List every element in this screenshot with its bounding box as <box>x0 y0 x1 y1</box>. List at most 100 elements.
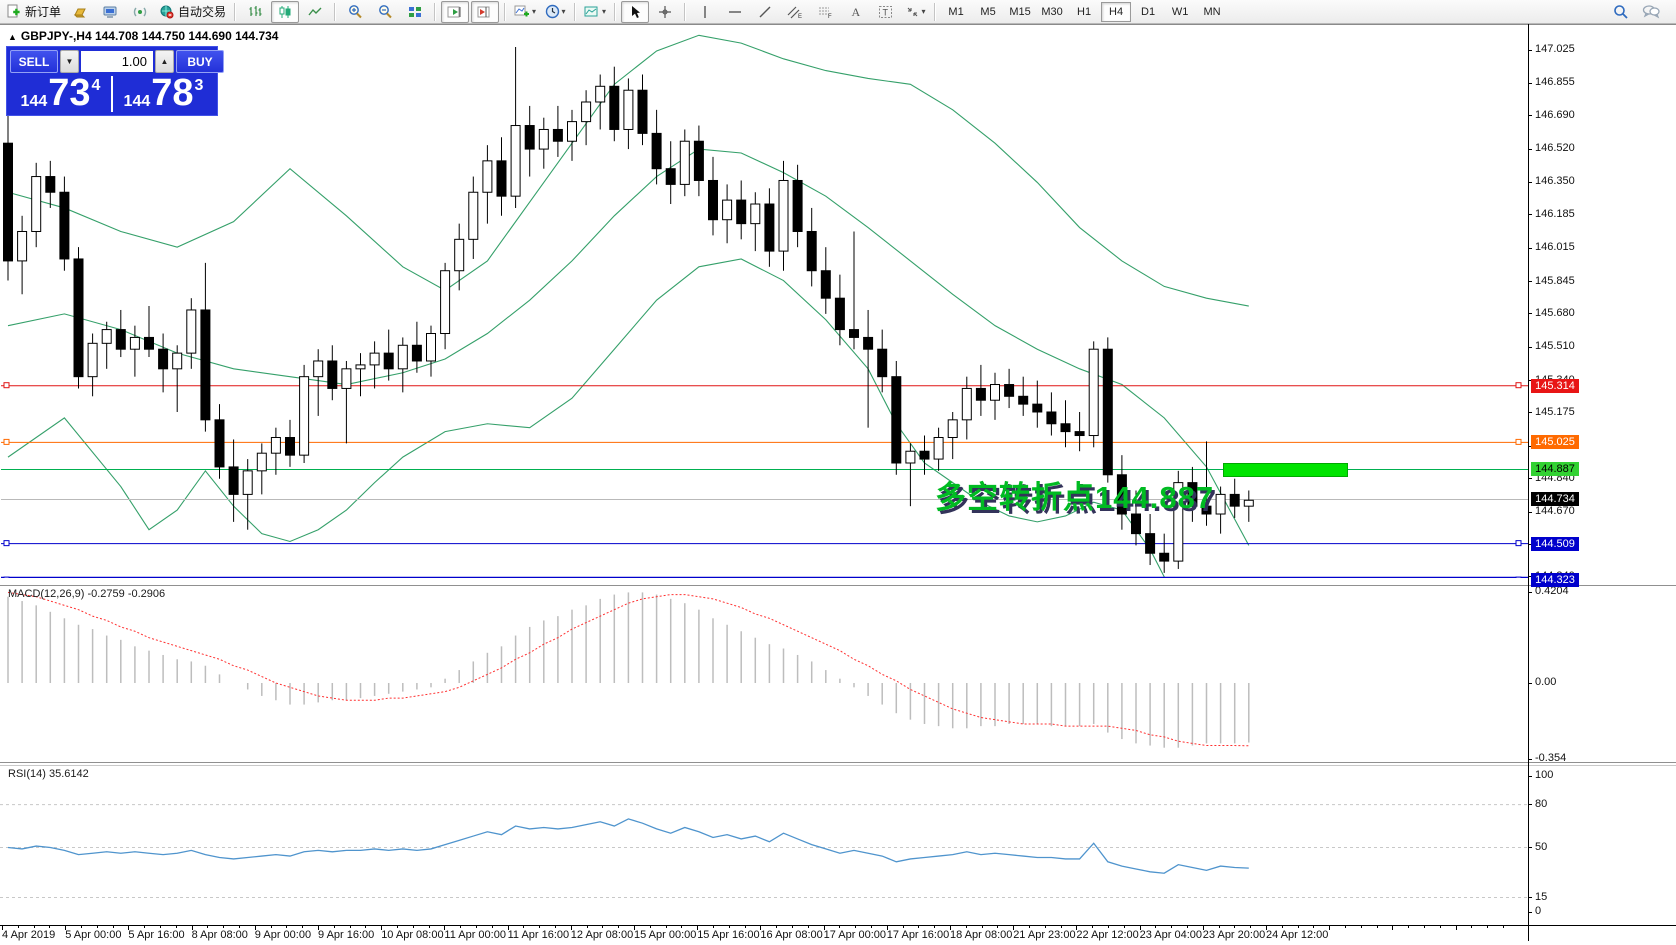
timeframe-h1-button[interactable]: H1 <box>1077 5 1092 18</box>
equidistant-channel-tool-button[interactable]: E <box>781 1 809 23</box>
buy-price-sup: 3 <box>194 77 204 94</box>
tile-windows-icon <box>409 6 422 17</box>
terminal-screen-button[interactable] <box>96 1 124 23</box>
chart-shift-icon <box>477 6 490 17</box>
time-label: 16 Apr 08:00 <box>760 929 823 941</box>
time-tick-mark <box>1108 926 1109 928</box>
new-order-button[interactable]: 新订单 <box>3 1 64 23</box>
candle-body <box>1046 411 1057 425</box>
candle-body <box>1201 505 1212 515</box>
price-level-label[interactable]: 144.887 <box>1531 462 1579 477</box>
timeframe-mn-button[interactable]: MN <box>1203 5 1221 18</box>
price-level-label[interactable]: 145.025 <box>1531 435 1579 450</box>
zoom-in-button[interactable] <box>341 1 369 23</box>
candle-body <box>45 176 56 193</box>
price-level-label[interactable]: 144.734 <box>1531 492 1579 507</box>
time-label: 9 Apr 00:00 <box>254 929 312 941</box>
time-tick-mark <box>333 926 335 928</box>
timeframe-m30-button[interactable]: M30 <box>1041 5 1063 18</box>
autotrading-button[interactable]: 自动交易 <box>156 1 229 23</box>
candle-body <box>200 309 211 421</box>
time-tick-mark <box>1360 926 1362 928</box>
rsi-tick-label: 100 <box>1535 769 1554 781</box>
macd-indicator-label: MACD(12,26,9) -0.2759 -0.2906 <box>8 588 166 600</box>
time-tick-mark <box>871 926 872 928</box>
timeframe-m5-button[interactable]: M5 <box>980 5 996 18</box>
timeframe-d1-button[interactable]: D1 <box>1141 5 1156 18</box>
candle-body <box>1004 384 1015 397</box>
time-tick-mark <box>728 926 730 928</box>
indicators-button[interactable]: ▾ <box>511 1 539 23</box>
candle-body <box>933 436 944 460</box>
candle-body <box>750 203 761 225</box>
rsi-tick-mark <box>1528 847 1532 848</box>
time-tick-mark <box>665 926 667 928</box>
candle-body <box>665 168 676 185</box>
timeframe-w1-button[interactable]: W1 <box>1171 5 1189 18</box>
line-chart-mode-button[interactable] <box>301 1 329 23</box>
time-tick-mark <box>17 926 19 928</box>
line-chart-icon <box>308 7 322 15</box>
zoom-out-button[interactable] <box>371 1 399 23</box>
price-tick-label: 146.015 <box>1535 241 1575 254</box>
text-label-tool-button[interactable]: T <box>871 1 899 23</box>
vertical-line-tool-button[interactable] <box>691 1 719 23</box>
text-tool-button[interactable]: A <box>841 1 869 23</box>
price-level-label[interactable]: 144.509 <box>1531 536 1579 551</box>
crosshair-tool-button[interactable] <box>651 1 679 23</box>
dropdown-arrow-icon: ▾ <box>602 7 607 16</box>
candle-body <box>355 364 366 370</box>
price-level-label[interactable]: 145.314 <box>1531 378 1579 393</box>
time-tick-mark <box>570 926 572 930</box>
auto-scroll-button[interactable] <box>441 0 470 23</box>
buy-button[interactable]: BUY <box>176 50 224 73</box>
main-macd-separator[interactable] <box>0 585 1676 586</box>
horizontal-line-tool-button[interactable] <box>721 1 749 23</box>
timeframe-m15-button[interactable]: M15 <box>1009 5 1031 18</box>
sell-price[interactable]: 144 73 4 <box>10 74 111 112</box>
price-level-label[interactable]: 144.323 <box>1531 573 1579 588</box>
fibonacci-tool-button[interactable]: F <box>811 1 839 23</box>
time-tick-mark <box>776 926 778 928</box>
candle-body <box>524 125 535 150</box>
arrows-tool-button[interactable]: ▾ <box>901 1 929 23</box>
timeframe-m1-button[interactable]: M1 <box>948 5 964 18</box>
periods-button[interactable]: ▾ <box>541 1 569 23</box>
candle-body <box>1018 395 1029 405</box>
time-tick-mark <box>491 926 493 928</box>
pivot-annotation-text[interactable]: 多空转折点144.887 <box>935 480 1215 515</box>
volume-decrease-button[interactable]: ▼ <box>60 50 79 73</box>
timeframe-h4-button[interactable]: H4 <box>1101 1 1132 22</box>
candle-body <box>651 132 662 170</box>
candle-body <box>270 436 281 454</box>
rsi-tick-mark <box>1528 897 1532 899</box>
buy-price[interactable]: 144 78 3 <box>113 74 214 112</box>
volume-increase-button[interactable]: ▲ <box>155 50 174 73</box>
time-tick-mark <box>807 926 809 928</box>
gold-block-button[interactable] <box>66 1 94 23</box>
candle-body <box>947 419 958 438</box>
template-button[interactable]: ▾ <box>581 1 609 23</box>
sell-button[interactable]: SELL <box>10 50 58 73</box>
tile-windows-button[interactable] <box>401 1 429 23</box>
support-highlight-rectangle[interactable] <box>1223 463 1348 477</box>
volume-input[interactable] <box>81 51 153 72</box>
time-tick-mark <box>302 926 304 928</box>
macd-rsi-separator[interactable] <box>0 762 1676 763</box>
time-tick-mark <box>965 926 967 928</box>
trendline-tool-button[interactable] <box>751 1 779 23</box>
toolbar-separator <box>574 2 577 21</box>
time-tick-mark <box>744 926 746 928</box>
bar-chart-mode-button[interactable] <box>241 1 269 23</box>
time-label: 11 Apr 16:00 <box>507 929 570 941</box>
search-button[interactable] <box>1607 1 1635 23</box>
time-tick-mark <box>1044 926 1046 928</box>
signal-button[interactable] <box>126 1 154 23</box>
candlestick-mode-button[interactable] <box>271 0 300 23</box>
candle-body <box>426 333 436 362</box>
chart-shift-button[interactable] <box>471 0 500 23</box>
chat-button[interactable] <box>1637 1 1665 23</box>
cursor-tool-button[interactable] <box>621 0 650 23</box>
candle-body <box>905 450 916 464</box>
